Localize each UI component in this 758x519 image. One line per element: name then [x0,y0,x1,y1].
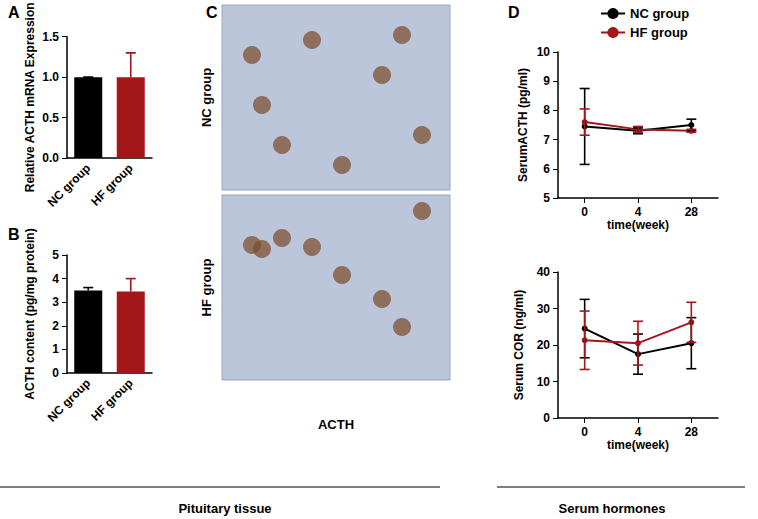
svg-text:1.5: 1.5 [42,30,59,44]
svg-text:B: B [8,226,20,243]
svg-text:7: 7 [543,133,550,147]
svg-text:HF group: HF group [199,259,214,317]
svg-text:SerumACTH (pg/ml): SerumACTH (pg/ml) [516,68,530,182]
svg-text:8: 8 [543,103,550,117]
svg-text:Serum hormones: Serum hormones [559,501,666,516]
svg-text:Relative ACTH mRNA Expression: Relative ACTH mRNA Expression [23,2,37,192]
svg-text:9: 9 [543,74,550,88]
svg-text:20: 20 [537,338,551,352]
svg-text:Pituitary tissue: Pituitary tissue [178,501,271,516]
svg-text:NC group: NC group [45,376,94,425]
svg-text:10: 10 [537,375,551,389]
svg-text:1: 1 [52,342,59,356]
svg-text:NC group: NC group [199,68,214,127]
svg-text:6: 6 [543,162,550,176]
svg-text:ACTH: ACTH [318,417,354,432]
svg-text:0: 0 [581,205,588,219]
svg-text:HF group: HF group [88,376,136,424]
svg-text:40: 40 [537,265,551,279]
svg-text:4: 4 [635,425,642,439]
svg-text:3: 3 [52,295,59,309]
svg-text:0: 0 [581,425,588,439]
svg-text:1.0: 1.0 [42,70,59,84]
svg-text:2: 2 [52,319,59,333]
svg-text:4: 4 [635,205,642,219]
svg-text:HF group: HF group [88,161,136,209]
svg-text:0.5: 0.5 [42,111,59,125]
svg-text:ACTH content (pg/mg protein): ACTH content (pg/mg protein) [23,228,37,399]
svg-text:A: A [8,4,20,21]
svg-text:NC group: NC group [630,6,689,21]
svg-text:5: 5 [543,191,550,205]
svg-text:0: 0 [52,366,59,380]
svg-text:0.0: 0.0 [42,151,59,165]
svg-text:10: 10 [537,45,551,59]
svg-text:28: 28 [685,425,699,439]
svg-text:0: 0 [543,411,550,425]
svg-text:5: 5 [52,248,59,262]
svg-text:C: C [206,4,218,21]
svg-text:28: 28 [685,205,699,219]
svg-text:time(week): time(week) [607,218,669,232]
svg-text:time(week): time(week) [607,438,669,452]
svg-text:4: 4 [52,272,59,286]
svg-text:HF group: HF group [630,25,688,40]
svg-text:NC group: NC group [45,161,94,210]
svg-text:D: D [508,4,520,21]
svg-text:Serum COR (ng/ml): Serum COR (ng/ml) [512,290,526,401]
svg-text:30: 30 [537,302,551,316]
